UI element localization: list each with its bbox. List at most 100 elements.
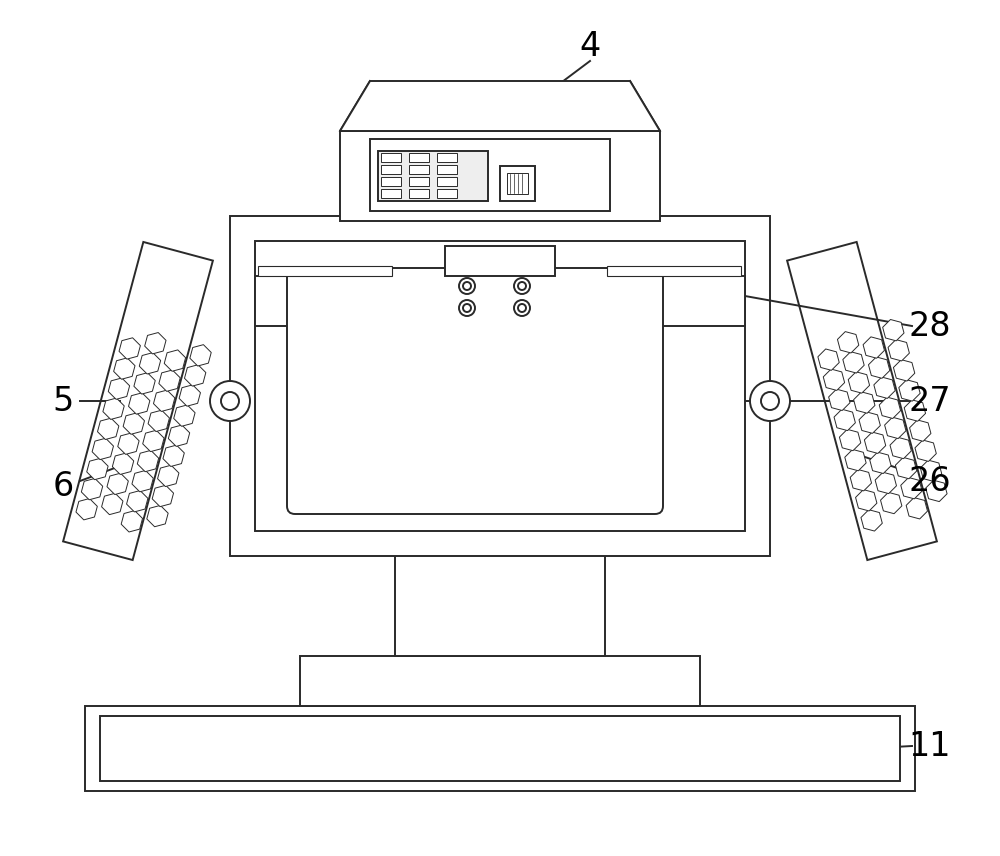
Polygon shape (153, 390, 175, 412)
Text: 4: 4 (579, 29, 601, 62)
Polygon shape (895, 457, 917, 479)
Polygon shape (114, 358, 135, 379)
Polygon shape (184, 365, 206, 386)
Bar (409, 165, 429, 174)
Polygon shape (112, 453, 134, 474)
Polygon shape (883, 319, 904, 341)
Polygon shape (837, 331, 859, 353)
Bar (258, 266, 392, 276)
Bar (300, 656, 700, 706)
Polygon shape (859, 412, 880, 433)
Bar (255, 276, 395, 326)
Polygon shape (893, 360, 915, 381)
Polygon shape (843, 352, 864, 373)
Polygon shape (839, 430, 861, 451)
Polygon shape (864, 432, 886, 454)
Polygon shape (129, 393, 150, 414)
Polygon shape (787, 242, 937, 560)
Bar (437, 177, 457, 186)
Polygon shape (845, 449, 866, 471)
Polygon shape (127, 490, 148, 512)
Bar (409, 153, 429, 162)
Polygon shape (137, 450, 159, 472)
Circle shape (459, 300, 475, 316)
Circle shape (514, 278, 530, 294)
Polygon shape (854, 392, 875, 413)
Circle shape (518, 282, 526, 290)
Polygon shape (904, 400, 926, 421)
Polygon shape (87, 458, 108, 479)
Polygon shape (108, 378, 130, 399)
Polygon shape (926, 480, 947, 502)
Polygon shape (915, 440, 936, 461)
Polygon shape (340, 81, 660, 131)
Bar (255, 241, 745, 531)
Bar (507, 173, 528, 194)
Circle shape (210, 381, 250, 421)
Text: 6: 6 (52, 469, 74, 502)
Polygon shape (143, 431, 164, 452)
Circle shape (514, 300, 530, 316)
Polygon shape (174, 405, 195, 426)
Circle shape (518, 304, 526, 312)
Bar (378, 151, 488, 201)
Polygon shape (870, 452, 891, 473)
Bar (409, 177, 429, 186)
Polygon shape (121, 511, 143, 532)
Bar (409, 189, 429, 198)
Bar (500, 166, 535, 201)
Polygon shape (875, 473, 896, 494)
Polygon shape (829, 389, 850, 411)
Polygon shape (119, 338, 140, 360)
Polygon shape (874, 377, 895, 398)
Polygon shape (179, 385, 200, 407)
Bar (425, 276, 575, 328)
Polygon shape (868, 357, 890, 378)
Polygon shape (81, 479, 103, 500)
Polygon shape (147, 505, 168, 526)
Polygon shape (885, 417, 906, 438)
Polygon shape (139, 353, 161, 374)
Text: 5: 5 (52, 384, 74, 418)
Polygon shape (134, 372, 155, 394)
Polygon shape (834, 409, 855, 431)
Bar (395, 546, 605, 656)
Bar (445, 326, 555, 548)
Bar (370, 139, 610, 211)
Polygon shape (863, 337, 884, 358)
Polygon shape (910, 420, 931, 442)
Text: 27: 27 (909, 384, 951, 418)
Polygon shape (906, 497, 928, 519)
Bar (85, 706, 915, 791)
Polygon shape (148, 410, 169, 431)
Circle shape (459, 278, 475, 294)
Polygon shape (158, 465, 179, 486)
Polygon shape (848, 372, 870, 393)
Bar (230, 216, 770, 556)
Circle shape (463, 304, 471, 312)
Bar (340, 131, 660, 221)
Polygon shape (107, 473, 128, 495)
Bar (381, 153, 401, 162)
Bar (445, 246, 555, 276)
Polygon shape (163, 445, 184, 467)
Circle shape (221, 392, 239, 410)
Polygon shape (818, 349, 839, 371)
Polygon shape (98, 419, 119, 439)
Polygon shape (899, 380, 920, 401)
Text: 11: 11 (909, 729, 951, 763)
Polygon shape (92, 438, 113, 460)
Bar (605, 276, 745, 326)
Bar (381, 177, 401, 186)
Polygon shape (152, 485, 174, 507)
Bar (437, 153, 457, 162)
Polygon shape (879, 397, 901, 419)
Polygon shape (76, 498, 97, 520)
Bar (381, 165, 401, 174)
Bar (381, 189, 401, 198)
FancyBboxPatch shape (287, 268, 663, 514)
Polygon shape (168, 425, 190, 446)
Polygon shape (145, 332, 166, 354)
Polygon shape (888, 340, 909, 361)
Polygon shape (103, 398, 124, 419)
